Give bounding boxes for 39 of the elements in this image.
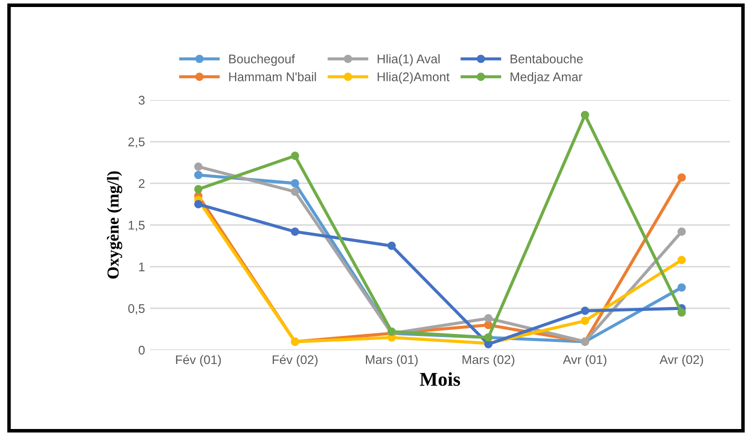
y-tick-label: 2,5 xyxy=(128,137,145,148)
legend-label: Hammam N'bail xyxy=(229,72,316,82)
point xyxy=(580,316,590,325)
point xyxy=(678,173,686,182)
point xyxy=(484,314,492,322)
x-tick-label: Mars (01) xyxy=(366,354,418,367)
point xyxy=(580,110,590,120)
point xyxy=(290,152,300,160)
x-tick-label: Fév (01) xyxy=(176,354,221,367)
x-tick-label: Fév (02) xyxy=(272,354,318,367)
y-axis-title: Oxygène (mg/l) xyxy=(106,171,122,279)
y-tick-label: 0,5 xyxy=(128,304,145,314)
x-axis-title: Mois xyxy=(420,372,460,386)
point xyxy=(388,242,396,250)
y-tick-label: 3 xyxy=(138,96,145,105)
x-tick-label: Avr (01) xyxy=(562,354,606,367)
point xyxy=(194,185,202,194)
legend-label: Medjaz Amar xyxy=(510,72,582,84)
y-tick-label: 2 xyxy=(138,179,145,188)
x-tick-label: Avr (02) xyxy=(660,354,704,367)
point xyxy=(678,256,686,264)
legend-label: Hlia(2)Amont xyxy=(378,72,450,84)
point xyxy=(194,170,202,180)
point xyxy=(194,162,202,171)
point xyxy=(678,283,686,292)
legend-label: Bouchegouf xyxy=(229,54,295,66)
point xyxy=(194,200,202,208)
y-tick-label: 0 xyxy=(138,346,145,355)
point xyxy=(290,228,300,236)
y-tick-label: 1,5 xyxy=(128,220,145,232)
legend-label: Hlia(1) Aval xyxy=(378,54,440,66)
point xyxy=(290,179,300,188)
point xyxy=(290,188,300,196)
y-tick-label: 1 xyxy=(139,262,145,272)
point xyxy=(678,228,686,236)
x-tick-label: Mars (02) xyxy=(462,354,514,367)
point xyxy=(580,306,590,315)
point xyxy=(678,308,686,317)
legend-label: Bentabouche xyxy=(510,54,583,64)
